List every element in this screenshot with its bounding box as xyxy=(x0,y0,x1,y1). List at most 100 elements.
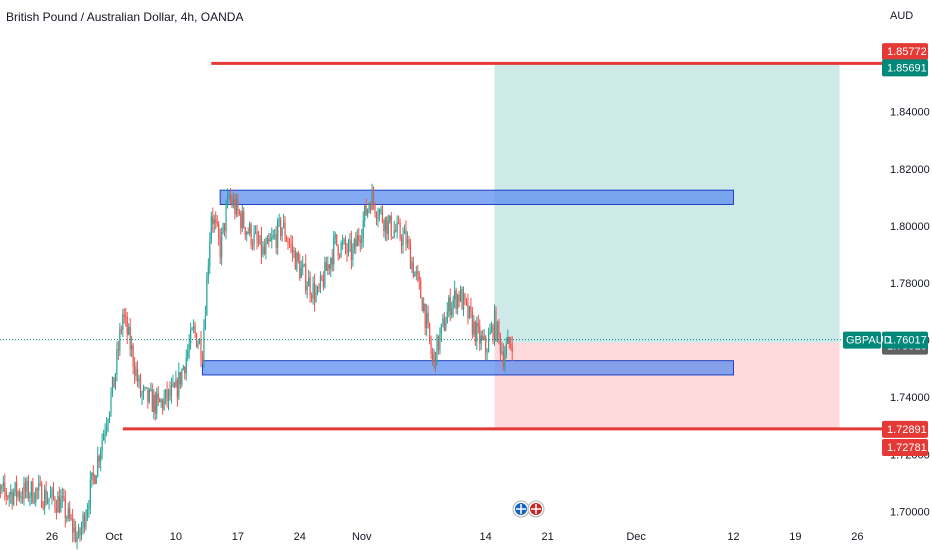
candle xyxy=(135,362,137,382)
candle xyxy=(252,238,254,251)
candle xyxy=(496,320,499,343)
candle-body xyxy=(175,379,177,388)
candle xyxy=(207,258,209,285)
x-tick-label: 17 xyxy=(232,531,244,543)
candle-body xyxy=(17,492,19,497)
candle-body xyxy=(95,475,97,484)
candle xyxy=(482,329,484,341)
candle xyxy=(468,305,471,320)
candle xyxy=(268,232,270,248)
candle xyxy=(212,207,214,233)
candle xyxy=(324,256,326,289)
candle-body xyxy=(427,312,429,323)
candle xyxy=(253,225,255,250)
candle xyxy=(377,207,379,228)
candle xyxy=(309,271,311,303)
candle-body xyxy=(268,238,270,242)
candle-body xyxy=(88,507,90,510)
candle-body xyxy=(82,514,84,528)
candle-body xyxy=(225,206,227,231)
candle xyxy=(229,188,232,205)
candle xyxy=(23,476,25,506)
candle xyxy=(240,210,242,235)
candle xyxy=(116,341,118,382)
candle xyxy=(471,306,473,339)
candle-body xyxy=(431,354,434,361)
candle-body xyxy=(457,294,459,309)
candle-body xyxy=(257,240,260,244)
candle-body xyxy=(229,195,232,199)
resistance-zone[interactable] xyxy=(219,189,734,205)
candle xyxy=(132,343,134,375)
candle xyxy=(247,227,249,235)
candle-body xyxy=(122,314,124,330)
candle-body xyxy=(218,224,220,238)
candle-body xyxy=(60,498,62,513)
candle-body xyxy=(364,205,366,220)
candle xyxy=(58,486,60,514)
candle-body xyxy=(105,426,108,432)
candle-body xyxy=(459,289,462,302)
support-zone[interactable] xyxy=(201,360,734,376)
candle xyxy=(431,347,434,366)
candle xyxy=(462,286,465,317)
candle-body xyxy=(355,239,357,247)
candle xyxy=(125,307,127,327)
price-label-stop-lower-bg xyxy=(882,439,928,457)
candle-body xyxy=(511,345,513,353)
candle-body xyxy=(64,497,66,519)
candle-body xyxy=(125,316,127,318)
candle-body xyxy=(336,234,338,245)
candle-body xyxy=(392,236,394,238)
country-flags[interactable] xyxy=(512,500,545,518)
candle-body xyxy=(85,516,87,528)
symbol-tag: GBPAUD xyxy=(846,335,892,347)
candle-body xyxy=(73,527,75,533)
candle-body xyxy=(5,491,7,497)
candle-body xyxy=(496,321,499,341)
candle xyxy=(64,490,66,528)
candle xyxy=(231,193,233,209)
candle-body xyxy=(331,258,333,265)
candle xyxy=(337,244,339,261)
candle xyxy=(21,487,24,504)
candle-body xyxy=(367,209,369,216)
candle-body xyxy=(222,223,224,233)
candle-body xyxy=(213,219,215,225)
candle xyxy=(271,227,273,249)
candle xyxy=(395,224,397,233)
candle xyxy=(94,474,96,485)
candle xyxy=(198,338,201,345)
zones[interactable] xyxy=(201,189,734,376)
candle xyxy=(11,488,13,510)
candle xyxy=(45,480,47,506)
candle-body xyxy=(296,252,298,270)
candle xyxy=(387,214,389,240)
candle xyxy=(442,314,444,328)
current-price-label-bg xyxy=(882,331,928,349)
candle-body xyxy=(294,250,296,270)
candle-body xyxy=(35,488,37,503)
candle-body xyxy=(228,195,230,197)
candle xyxy=(10,484,12,504)
candle xyxy=(139,373,142,398)
candle xyxy=(430,335,432,360)
candle-body xyxy=(408,239,410,245)
candle xyxy=(16,475,18,506)
candle-body xyxy=(206,276,208,316)
candle xyxy=(294,247,296,270)
candle-body xyxy=(252,244,254,246)
candle-body xyxy=(288,243,291,245)
candle xyxy=(147,387,149,409)
candle xyxy=(396,215,398,239)
candle-body xyxy=(107,420,109,427)
time-axis[interactable]: 26 Oct 10 17 24 Nov 14 21 Dec 12 19 26 xyxy=(46,531,864,543)
candle-body xyxy=(79,528,81,536)
x-tick-label: Oct xyxy=(105,531,122,543)
candle xyxy=(486,348,488,361)
candle-body xyxy=(502,351,504,367)
loss-area[interactable] xyxy=(494,342,840,429)
level-lines[interactable] xyxy=(122,61,893,431)
candle xyxy=(334,231,336,245)
